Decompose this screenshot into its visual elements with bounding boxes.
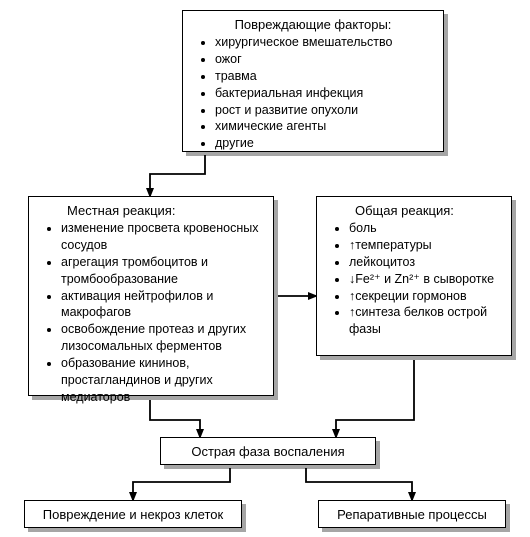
list-item: рост и развитие опухоли xyxy=(215,102,433,119)
list-item: активация нейтрофилов и макрофагов xyxy=(61,288,263,322)
node-items: хирургическое вмешательствоожогтравмабак… xyxy=(193,34,433,152)
diagram-canvas: Повреждающие факторы: хирургическое вмеш… xyxy=(0,0,530,537)
list-item: освобождение протеаз и других лизосомаль… xyxy=(61,321,263,355)
list-item: боль xyxy=(349,220,501,237)
node-title: Местная реакция: xyxy=(39,203,263,218)
list-item: химические агенты xyxy=(215,118,433,135)
list-item: бактериальная инфекция xyxy=(215,85,433,102)
list-item: другие xyxy=(215,135,433,152)
list-item: агрегация тромбоцитов и тромбообразовани… xyxy=(61,254,263,288)
list-item: изменение просвета кровеносных сосудов xyxy=(61,220,263,254)
node-repair: Репаративные процессы xyxy=(318,500,506,528)
list-item: ↑синтеза белков острой фазы xyxy=(349,304,501,338)
list-item: ↑температуры xyxy=(349,237,501,254)
node-label: Репаративные процессы xyxy=(337,507,487,522)
node-general-reaction: Общая реакция: боль↑температурылейкоцито… xyxy=(316,196,512,356)
list-item: образование кининов, простагландинов и д… xyxy=(61,355,263,406)
edge xyxy=(150,155,205,196)
node-label: Повреждение и некроз клеток xyxy=(43,507,223,522)
list-item: ↑секреции гормонов xyxy=(349,288,501,305)
edge xyxy=(306,468,412,500)
node-items: изменение просвета кровеносных сосудоваг… xyxy=(39,220,263,406)
node-label: Острая фаза воспаления xyxy=(191,444,344,459)
list-item: ↓Fe²⁺ и Zn²⁺ в сыворотке xyxy=(349,271,501,288)
node-acute-phase: Острая фаза воспаления xyxy=(160,437,376,465)
node-damaging-factors: Повреждающие факторы: хирургическое вмеш… xyxy=(182,10,444,152)
edge xyxy=(133,468,230,500)
list-item: травма xyxy=(215,68,433,85)
node-necrosis: Повреждение и некроз клеток xyxy=(24,500,242,528)
node-items: боль↑температурылейкоцитоз↓Fe²⁺ и Zn²⁺ в… xyxy=(327,220,501,338)
edge xyxy=(336,360,414,437)
list-item: хирургическое вмешательство xyxy=(215,34,433,51)
list-item: лейкоцитоз xyxy=(349,254,501,271)
node-title: Повреждающие факторы: xyxy=(193,17,433,32)
node-title: Общая реакция: xyxy=(327,203,501,218)
node-local-reaction: Местная реакция: изменение просвета кров… xyxy=(28,196,274,396)
list-item: ожог xyxy=(215,51,433,68)
